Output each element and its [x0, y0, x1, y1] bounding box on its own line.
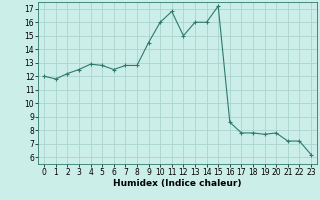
X-axis label: Humidex (Indice chaleur): Humidex (Indice chaleur) [113, 179, 242, 188]
